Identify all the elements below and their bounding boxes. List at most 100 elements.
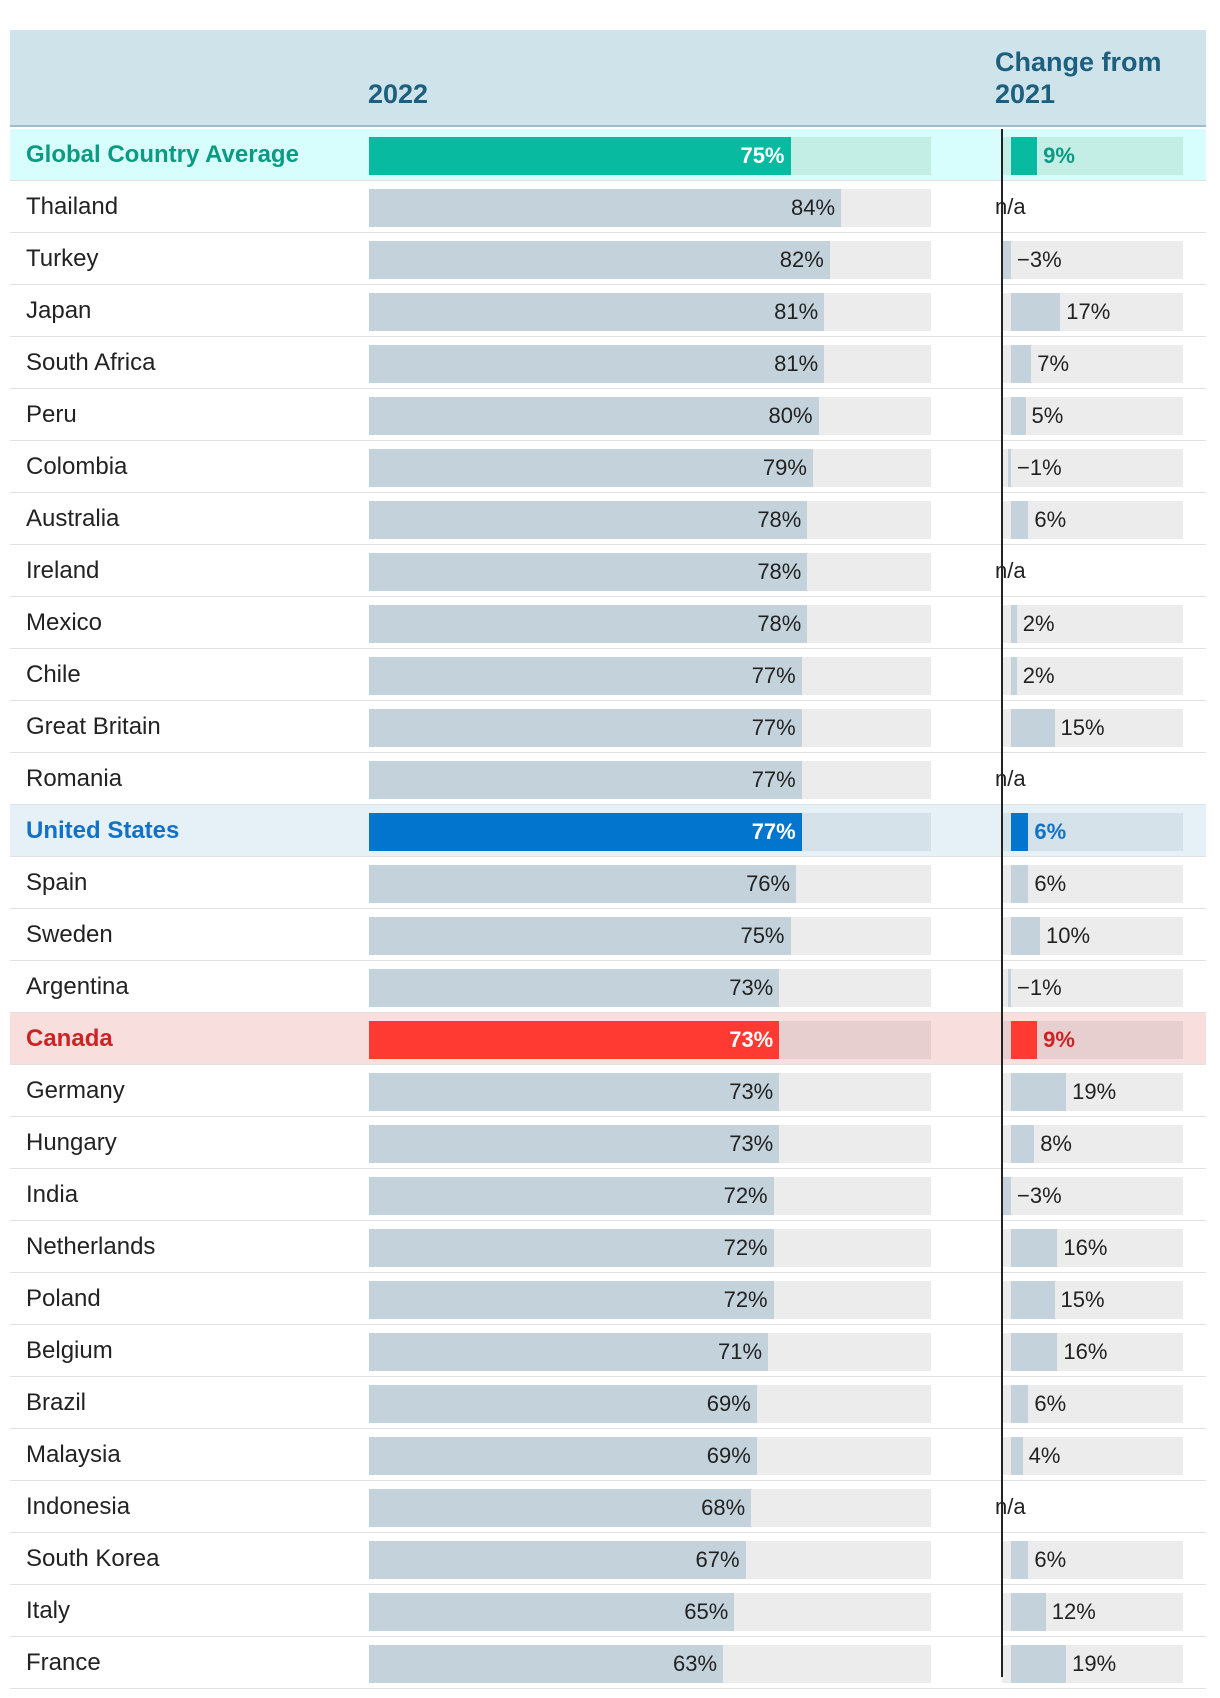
table-row: Poland 72% 15% (10, 1273, 1206, 1325)
value-label: 80% (768, 403, 813, 428)
value-label: 71% (717, 1339, 763, 1364)
value-bar (369, 865, 797, 903)
change-bar-track: 12% (1002, 1593, 1183, 1631)
change-label: 2% (1022, 611, 1055, 636)
change-bar (1011, 813, 1029, 851)
change-label: −1% (1017, 455, 1062, 480)
change-bar-track: 8% (1002, 1125, 1183, 1163)
change-bar (1011, 657, 1017, 695)
change-bar (1002, 241, 1011, 279)
table-row: Spain 76% 6% (10, 857, 1206, 909)
country-label: Hungary (26, 1129, 117, 1156)
change-label: 8% (1040, 1131, 1072, 1156)
table-row: Peru 80% 5% (10, 389, 1206, 441)
change-bar-track: −1% (1002, 969, 1183, 1007)
column-header-change: Change from 2021 (995, 47, 1162, 109)
value-label: 73% (729, 1079, 774, 1104)
value-bar (369, 1385, 757, 1423)
country-label: Chile (26, 661, 81, 688)
value-bar (369, 1645, 724, 1683)
country-label: Colombia (26, 453, 128, 480)
table-row: Sweden 75% 10% (10, 909, 1206, 961)
value-label: 69% (706, 1443, 751, 1468)
country-label: South Africa (26, 349, 156, 376)
change-bar-track: −3% (1002, 1177, 1183, 1215)
value-bar (369, 241, 830, 279)
change-bar-track: 6% (1002, 1541, 1183, 1579)
value-bar-track: 72% (369, 1229, 931, 1267)
value-bar (369, 1333, 769, 1371)
change-bar-track: 10% (1002, 917, 1183, 955)
value-label: 73% (729, 975, 774, 1000)
change-bar-track: 9% (1002, 1021, 1183, 1059)
change-bar (1011, 397, 1026, 435)
change-bar-track: 19% (1002, 1645, 1183, 1683)
change-bar (1011, 1437, 1023, 1475)
value-label: 77% (751, 715, 796, 740)
change-label: 6% (1034, 1547, 1067, 1572)
value-bar (369, 1125, 780, 1163)
value-bar (369, 1593, 735, 1631)
value-label: 65% (684, 1599, 729, 1624)
change-bar (1008, 969, 1011, 1007)
table-row: Hungary 73% 8% (10, 1117, 1206, 1169)
country-label: Great Britain (26, 713, 161, 740)
table-row: Romania 77% n/a (10, 753, 1206, 805)
value-bar-track: 78% (369, 501, 931, 539)
country-label: Sweden (26, 921, 113, 948)
table-row: Turkey 82% −3% (10, 233, 1206, 285)
change-bar (1011, 1021, 1038, 1059)
value-bar (369, 813, 802, 851)
table-row: France 63% 19% (10, 1637, 1206, 1689)
change-label: 7% (1037, 351, 1070, 376)
value-bar (369, 1021, 780, 1059)
country-label: Argentina (26, 973, 129, 1000)
country-label: Brazil (26, 1389, 87, 1416)
value-bar (369, 761, 802, 799)
value-bar (369, 553, 808, 591)
value-label: 82% (779, 247, 824, 272)
country-label: Netherlands (26, 1233, 156, 1260)
value-bar (369, 1073, 780, 1111)
change-label: 16% (1063, 1235, 1108, 1260)
value-bar-track: 77% (369, 657, 931, 695)
table-row: United States 77% 6% (10, 805, 1206, 857)
change-label: n/a (995, 1494, 1026, 1519)
value-bar-track: 63% (369, 1645, 931, 1683)
change-label: 5% (1031, 403, 1064, 428)
change-bar (1008, 449, 1011, 487)
change-label: 16% (1063, 1339, 1108, 1364)
value-label: 72% (723, 1183, 768, 1208)
table-row: Japan 81% 17% (10, 285, 1206, 337)
change-bar-track: −1% (1002, 449, 1183, 487)
change-label: 10% (1046, 923, 1091, 948)
change-label: 9% (1043, 143, 1075, 168)
country-label: Germany (26, 1077, 125, 1104)
country-label: Japan (26, 297, 92, 324)
change-bar-track: 16% (1002, 1333, 1183, 1371)
value-bar-track: 69% (369, 1437, 931, 1475)
change-bar (1011, 1541, 1029, 1579)
value-label: 73% (729, 1131, 774, 1156)
country-label: Italy (26, 1597, 71, 1624)
table-row: Italy 65% 12% (10, 1585, 1206, 1637)
country-label: Indonesia (26, 1493, 131, 1520)
change-bar (1011, 605, 1017, 643)
country-label: Spain (26, 869, 88, 896)
country-label: India (26, 1181, 79, 1208)
country-label: Romania (26, 765, 123, 792)
table-row: India 72% −3% (10, 1169, 1206, 1221)
value-label: 81% (774, 351, 819, 376)
change-bar (1011, 865, 1029, 903)
table-row: Argentina 73% −1% (10, 961, 1206, 1013)
change-label: −1% (1017, 975, 1062, 1000)
value-label: 77% (751, 819, 796, 844)
country-label: Poland (26, 1285, 101, 1312)
value-label: 77% (751, 663, 796, 688)
value-bar (369, 605, 808, 643)
country-label: France (26, 1649, 101, 1676)
table-row: Colombia 79% −1% (10, 441, 1206, 493)
table-row: Chile 77% 2% (10, 649, 1206, 701)
change-label: 6% (1034, 819, 1067, 844)
